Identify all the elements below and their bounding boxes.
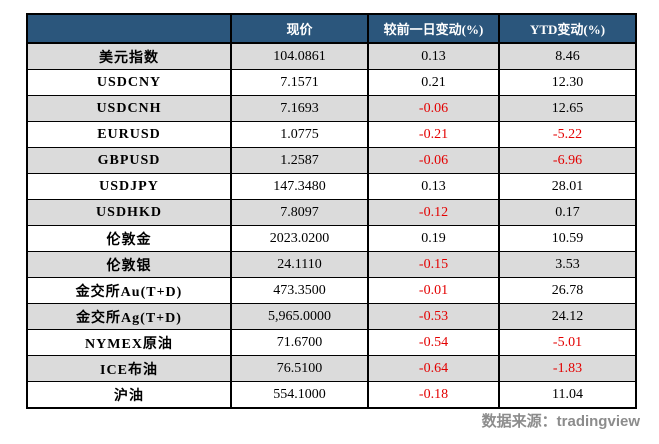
row-label-cell: EURUSD [26, 121, 232, 148]
table-row-eurusd: EURUSD 1.0775 -0.21 -5.22 [26, 121, 637, 148]
price-cell: 7.8097 [230, 199, 369, 226]
table-row-usd-index: 美元指数 104.0861 0.13 8.46 [26, 42, 637, 70]
table-row-shanghai-crude: 沪油 554.1000 -0.18 11.04 [26, 381, 637, 409]
daily-change-cell: 0.13 [367, 173, 500, 200]
row-label-cell: GBPUSD [26, 147, 232, 174]
price-cell: 473.3500 [230, 277, 369, 304]
table-row-usdcnh: USDCNH 7.1693 -0.06 12.65 [26, 95, 637, 122]
ytd-change-cell: 10.59 [498, 225, 637, 252]
price-cell: 71.6700 [230, 329, 369, 356]
daily-change-cell: -0.54 [367, 329, 500, 356]
price-cell: 2023.0200 [230, 225, 369, 252]
ytd-change-cell: 12.30 [498, 69, 637, 96]
row-label-cell: 金交所Ag(T+D) [26, 303, 232, 330]
table-row-ice-brent: ICE布油 76.5100 -0.64 -1.83 [26, 355, 637, 382]
price-cell: 1.2587 [230, 147, 369, 174]
ytd-change-cell: -5.01 [498, 329, 637, 356]
table-row-usdjpy: USDJPY 147.3480 0.13 28.01 [26, 173, 637, 200]
table-row-sge-ag-td: 金交所Ag(T+D) 5,965.0000 -0.53 24.12 [26, 303, 637, 330]
row-label-cell: ICE布油 [26, 355, 232, 382]
ytd-change-cell: 28.01 [498, 173, 637, 200]
daily-change-cell: -0.06 [367, 95, 500, 122]
price-cell: 104.0861 [230, 42, 369, 70]
row-label-cell: 沪油 [26, 381, 232, 409]
ytd-change-cell: -5.22 [498, 121, 637, 148]
price-cell: 147.3480 [230, 173, 369, 200]
data-source-note: 数据来源：tradingview [481, 413, 640, 430]
price-cell: 24.1110 [230, 251, 369, 278]
price-cell: 554.1000 [230, 381, 369, 409]
ytd-change-cell: 26.78 [498, 277, 637, 304]
row-label-cell: 伦敦银 [26, 251, 232, 278]
daily-change-cell: 0.19 [367, 225, 500, 252]
price-cell: 7.1571 [230, 69, 369, 96]
price-cell: 7.1693 [230, 95, 369, 122]
daily-change-cell: -0.01 [367, 277, 500, 304]
ytd-change-cell: 0.17 [498, 199, 637, 226]
header-cell-daily-change: 较前一日变动(%) [367, 13, 500, 44]
header-cell-ytd-change: YTD变动(%) [498, 13, 637, 44]
row-label-cell: NYMEX原油 [26, 329, 232, 356]
price-cell: 5,965.0000 [230, 303, 369, 330]
ytd-change-cell: 11.04 [498, 381, 637, 409]
table-row-gbpusd: GBPUSD 1.2587 -0.06 -6.96 [26, 147, 637, 174]
quotes-table: 现价 较前一日变动(%) YTD变动(%) 美元指数 104.0861 0.13… [26, 13, 637, 409]
daily-change-cell: -0.06 [367, 147, 500, 174]
daily-change-cell: -0.18 [367, 381, 500, 409]
row-label-cell: 金交所Au(T+D) [26, 277, 232, 304]
daily-change-cell: -0.53 [367, 303, 500, 330]
daily-change-cell: -0.21 [367, 121, 500, 148]
daily-change-cell: 0.21 [367, 69, 500, 96]
daily-change-cell: -0.12 [367, 199, 500, 226]
row-label-cell: USDCNH [26, 95, 232, 122]
row-label-cell: USDJPY [26, 173, 232, 200]
ytd-change-cell: -1.83 [498, 355, 637, 382]
row-label-cell: 伦敦金 [26, 225, 232, 252]
table-row-london-silver: 伦敦银 24.1110 -0.15 3.53 [26, 251, 637, 278]
table-row-nymex-crude: NYMEX原油 71.6700 -0.54 -5.01 [26, 329, 637, 356]
price-cell: 76.5100 [230, 355, 369, 382]
row-label-cell: USDCNY [26, 69, 232, 96]
table-row-london-gold: 伦敦金 2023.0200 0.19 10.59 [26, 225, 637, 252]
row-label-cell: 美元指数 [26, 42, 232, 70]
table-row-usdhkd: USDHKD 7.8097 -0.12 0.17 [26, 199, 637, 226]
ytd-change-cell: 3.53 [498, 251, 637, 278]
ytd-change-cell: 24.12 [498, 303, 637, 330]
daily-change-cell: -0.64 [367, 355, 500, 382]
ytd-change-cell: -6.96 [498, 147, 637, 174]
header-cell-blank [26, 13, 232, 44]
daily-change-cell: -0.15 [367, 251, 500, 278]
header-row: 现价 较前一日变动(%) YTD变动(%) [26, 13, 637, 44]
price-cell: 1.0775 [230, 121, 369, 148]
table-row-sge-au-td: 金交所Au(T+D) 473.3500 -0.01 26.78 [26, 277, 637, 304]
ytd-change-cell: 8.46 [498, 42, 637, 70]
daily-change-cell: 0.13 [367, 42, 500, 70]
ytd-change-cell: 12.65 [498, 95, 637, 122]
header-cell-price: 现价 [230, 13, 369, 44]
row-label-cell: USDHKD [26, 199, 232, 226]
table-row-usdcny: USDCNY 7.1571 0.21 12.30 [26, 69, 637, 96]
